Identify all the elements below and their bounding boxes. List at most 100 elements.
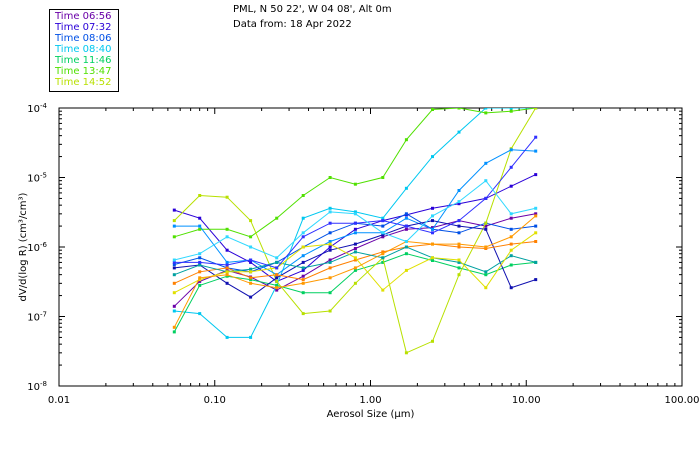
data-point: [509, 227, 513, 231]
data-point: [353, 210, 357, 214]
data-point: [484, 224, 488, 228]
data-point: [457, 200, 461, 204]
data-point: [301, 260, 305, 264]
series-line-5: [174, 108, 536, 238]
data-point: [301, 274, 305, 278]
data-point: [172, 325, 176, 329]
data-point: [172, 260, 176, 264]
data-point: [301, 268, 305, 272]
data-point: [249, 219, 253, 223]
data-point: [249, 278, 253, 282]
data-point: [275, 288, 279, 292]
data-point: [534, 135, 538, 139]
data-point: [457, 219, 461, 223]
data-point: [404, 268, 408, 272]
data-point: [353, 258, 357, 262]
data-point: [353, 212, 357, 216]
data-point: [353, 268, 357, 272]
data-point: [457, 258, 461, 262]
data-point: [509, 109, 513, 113]
data-point: [431, 206, 434, 210]
data-point: [301, 231, 305, 235]
data-point: [172, 281, 176, 285]
data-point: [301, 235, 305, 239]
data-point: [172, 224, 176, 228]
data-point: [275, 286, 279, 290]
data-point: [484, 108, 488, 110]
legend-entry: Time 08:06: [55, 33, 112, 44]
data-point: [404, 224, 408, 228]
data-point: [249, 245, 253, 249]
data-point: [198, 283, 202, 287]
data-point: [249, 281, 253, 285]
data-point: [198, 312, 202, 316]
series-group: [172, 108, 538, 355]
data-point: [353, 281, 357, 285]
data-point: [353, 182, 357, 186]
y-tick-base: 10: [27, 174, 40, 185]
data-point: [172, 258, 176, 262]
data-point: [275, 256, 279, 260]
data-point: [328, 176, 332, 179]
data-point: [457, 242, 461, 246]
data-point: [431, 226, 434, 230]
data-point: [301, 266, 305, 270]
data-point: [275, 260, 279, 264]
data-point: [328, 276, 332, 280]
data-point: [301, 194, 305, 197]
data-point: [225, 235, 229, 239]
data-point: [198, 278, 202, 282]
data-point: [509, 248, 513, 252]
data-point: [534, 206, 538, 210]
data-point: [381, 252, 385, 256]
data-point: [431, 256, 434, 260]
data-point: [328, 206, 332, 210]
data-point: [404, 252, 408, 256]
data-point: [249, 260, 253, 264]
data-point: [353, 227, 357, 231]
data-point: [225, 273, 229, 277]
data-point: [275, 283, 279, 287]
data-point: [353, 221, 357, 225]
x-tick-label: 1.00: [359, 395, 381, 406]
data-point: [198, 279, 202, 283]
data-point: [509, 108, 513, 110]
data-point: [381, 233, 385, 237]
data-point: [353, 247, 357, 250]
data-point: [509, 254, 513, 258]
data-point: [457, 202, 461, 206]
data-point: [457, 130, 461, 134]
data-point: [353, 242, 357, 246]
data-point: [328, 240, 332, 243]
data-point: [404, 245, 408, 249]
data-point: [301, 216, 305, 220]
data-point: [225, 263, 229, 267]
y-tick-label: 10-8: [27, 380, 47, 393]
data-point: [328, 210, 332, 214]
data-point: [328, 221, 332, 225]
data-point: [431, 259, 434, 262]
data-point: [381, 219, 385, 223]
data-point: [534, 149, 538, 153]
data-point: [172, 208, 176, 212]
data-point: [301, 312, 305, 316]
data-point: [457, 108, 461, 110]
data-point: [198, 224, 202, 228]
y-tick-label: 10-5: [27, 172, 47, 185]
data-point: [484, 273, 488, 277]
data-point: [225, 266, 229, 270]
data-point: [328, 248, 332, 252]
data-point: [249, 258, 253, 262]
data-point: [534, 224, 538, 228]
y-tick-base: 10: [27, 243, 40, 254]
legend: Time 06:56 Time 07:32 Time 08:06 Time 08:40…: [49, 9, 119, 92]
data-point: [225, 248, 229, 252]
data-point: [249, 267, 253, 271]
data-point: [431, 214, 434, 218]
data-point: [484, 270, 488, 274]
data-point: [172, 330, 176, 334]
data-point: [534, 231, 538, 235]
data-point: [484, 221, 488, 225]
x-tick-label: 0.10: [204, 395, 226, 406]
